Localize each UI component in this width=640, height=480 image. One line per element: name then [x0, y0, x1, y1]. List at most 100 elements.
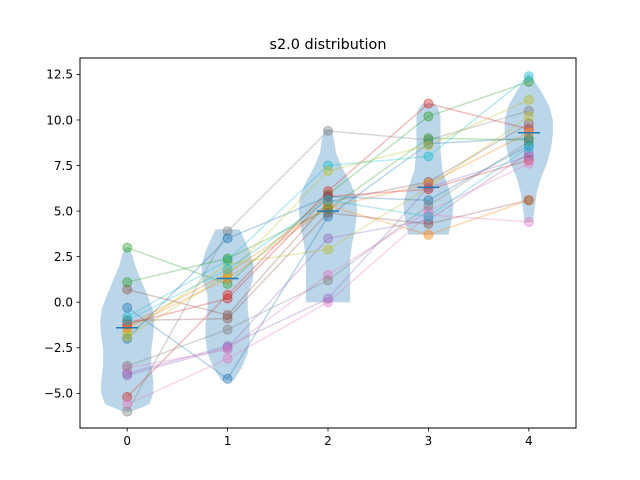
- data-point: [523, 105, 534, 116]
- data-point: [122, 406, 133, 417]
- chart-title: s2.0 distribution: [270, 37, 387, 53]
- data-point: [122, 319, 133, 330]
- series-line-18: [126, 99, 530, 338]
- data-point: [222, 289, 233, 300]
- data-point: [423, 140, 434, 151]
- data-point: [423, 151, 434, 162]
- data-point: [122, 315, 133, 326]
- x-tick-label: 4: [525, 434, 533, 448]
- data-point: [423, 229, 434, 240]
- data-point: [323, 191, 333, 202]
- data-point: [122, 284, 133, 295]
- x-tick-label: 3: [425, 434, 433, 448]
- data-point: [222, 310, 233, 320]
- data-point: [323, 160, 333, 171]
- series-line-7: [126, 110, 530, 412]
- data-point: [423, 211, 434, 222]
- data-point: [423, 111, 434, 122]
- data-point: [122, 368, 133, 379]
- data-point: [222, 313, 233, 324]
- data-point: [222, 373, 233, 384]
- data-point: [523, 147, 534, 158]
- data-point: [222, 293, 233, 304]
- series-line-8: [126, 115, 530, 334]
- series-lines-layer: [126, 75, 530, 412]
- data-point: [222, 353, 233, 364]
- data-point: [222, 269, 233, 280]
- data-point: [423, 133, 434, 144]
- series-line-6: [126, 213, 529, 405]
- y-tick-label: 5.0: [54, 204, 73, 218]
- y-tick-label: 2.5: [54, 250, 73, 264]
- data-point: [222, 344, 233, 355]
- data-point: [323, 297, 333, 308]
- series-line-16: [127, 163, 530, 369]
- data-point: [423, 200, 434, 211]
- y-tick-label: −2.5: [44, 341, 73, 355]
- series-line-13: [127, 159, 530, 325]
- data-point: [323, 207, 333, 218]
- medians-layer: [116, 131, 540, 329]
- data-point: [222, 253, 233, 264]
- series-line-15: [127, 199, 529, 322]
- data-point: [323, 166, 333, 176]
- series-line-0: [126, 137, 529, 380]
- series-line-4: [127, 152, 530, 376]
- data-point: [523, 136, 534, 147]
- series-line-19: [126, 146, 530, 322]
- data-point: [323, 233, 333, 244]
- series-line-9: [126, 75, 530, 318]
- y-tick-label: 10.0: [46, 113, 73, 127]
- data-point: [423, 195, 434, 206]
- data-point: [523, 124, 534, 135]
- data-point: [222, 233, 233, 244]
- y-tick-label: 0.0: [54, 296, 73, 310]
- data-point: [523, 142, 534, 153]
- violin-1: [201, 229, 254, 381]
- series-line-5: [127, 122, 530, 316]
- data-point: [122, 361, 133, 371]
- data-point: [122, 277, 133, 288]
- x-tick-label: 1: [224, 434, 232, 448]
- x-tick-label: 0: [123, 434, 131, 448]
- data-point: [222, 341, 233, 351]
- data-point: [523, 155, 534, 166]
- data-point: [523, 94, 534, 105]
- y-tick-label: −5.0: [44, 387, 73, 401]
- data-point: [423, 218, 434, 229]
- violin-2: [298, 129, 358, 303]
- data-point: [122, 242, 133, 253]
- series-line-1: [126, 199, 530, 327]
- data-point: [122, 311, 133, 322]
- violins-layer: [100, 74, 553, 412]
- data-point: [323, 275, 333, 286]
- data-point: [222, 259, 233, 269]
- y-axis: −5.0 −2.5 0.0 2.5 5.0 7.5 10.0 12.5: [44, 68, 80, 401]
- data-point: [323, 125, 333, 136]
- series-line-10: [126, 144, 530, 340]
- series-line-14: [127, 155, 530, 375]
- y-tick-label: 12.5: [46, 68, 73, 82]
- series-line-2: [126, 80, 530, 285]
- x-tick-label: 2: [324, 434, 332, 448]
- data-point: [523, 158, 534, 169]
- data-point: [122, 302, 133, 313]
- data-point: [222, 324, 233, 335]
- data-point: [323, 244, 333, 255]
- y-tick-label: 7.5: [54, 159, 73, 173]
- series-line-17: [126, 141, 530, 367]
- data-point: [523, 71, 534, 82]
- series-line-3: [126, 102, 529, 398]
- data-point: [222, 226, 233, 237]
- data-point: [122, 399, 133, 410]
- data-point: [423, 98, 434, 109]
- data-point: [222, 264, 233, 275]
- data-point: [423, 178, 434, 189]
- data-point: [323, 293, 333, 304]
- series-line-12: [127, 137, 529, 283]
- data-point: [323, 195, 333, 206]
- data-point: [523, 195, 534, 206]
- data-point: [423, 206, 434, 217]
